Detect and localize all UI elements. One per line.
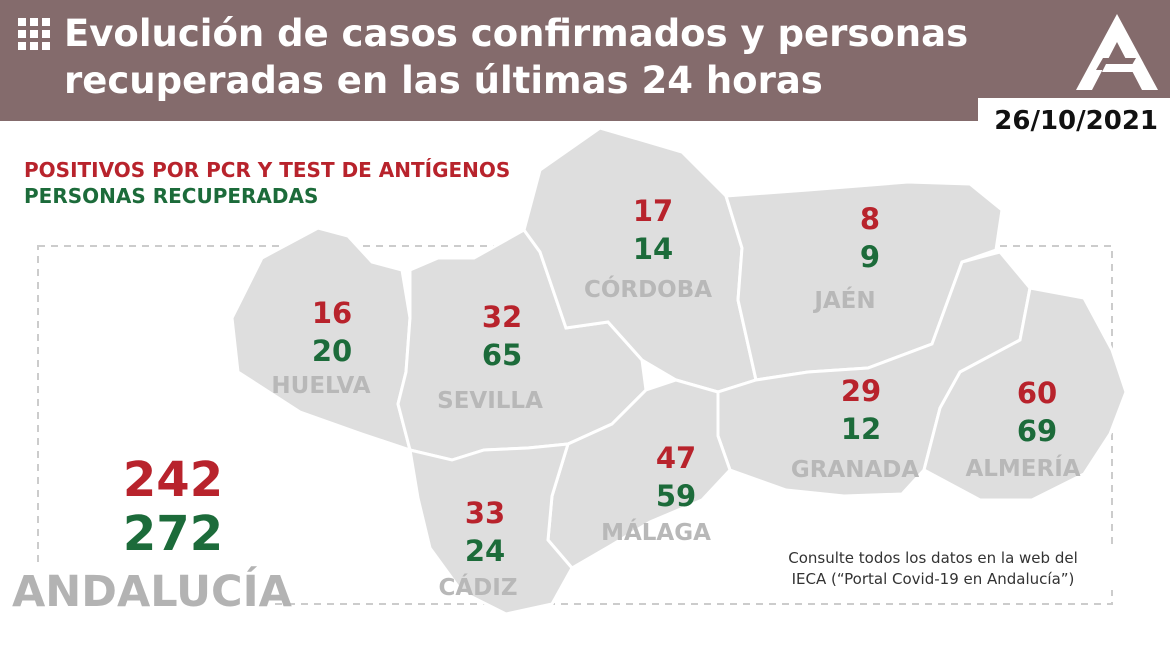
almeria-label: ALMERÍA	[965, 456, 1081, 482]
almeria-recovered: 69	[1016, 414, 1058, 448]
cordoba-positives: 17	[632, 194, 674, 228]
huelva-label: HUELVA	[271, 373, 371, 399]
malaga-recovered: 59	[655, 479, 697, 513]
cadiz-label: CÁDIZ	[438, 575, 518, 601]
huelva-positives: 16	[311, 296, 353, 330]
sevilla-positives: 32	[481, 300, 523, 334]
almeria-positives: 60	[1016, 376, 1058, 410]
sevilla-label: SEVILLA	[437, 388, 543, 414]
total-region-label: ANDALUCÍA	[12, 566, 292, 618]
total-positives: 242	[122, 452, 224, 508]
jaen-recovered: 9	[859, 240, 881, 274]
malaga-positives: 47	[655, 441, 697, 475]
source-note: Consulte todos los datos en la web del I…	[748, 548, 1118, 590]
cadiz-positives: 33	[464, 496, 506, 530]
source-note-line-1: Consulte todos los datos en la web del	[788, 549, 1078, 567]
region-cadiz	[408, 442, 574, 616]
page-title: Evolución de casos confirmados y persona…	[64, 10, 1024, 104]
granada-recovered: 12	[840, 412, 882, 446]
sevilla-recovered: 65	[481, 338, 523, 372]
source-note-line-2: IECA (“Portal Covid-19 en Andalucía”)	[791, 570, 1075, 588]
granada-positives: 29	[840, 374, 882, 408]
title-line-1: Evolución de casos confirmados y persona…	[64, 12, 969, 55]
cordoba-recovered: 14	[632, 232, 674, 266]
header-banner: Evolución de casos confirmados y persona…	[0, 0, 1170, 121]
granada-label: GRANADA	[790, 457, 920, 483]
junta-andalucia-logo-icon	[1076, 14, 1158, 90]
legend-positives: POSITIVOS POR PCR Y TEST DE ANTÍGENOS	[24, 158, 511, 182]
jaen-label: JAÉN	[814, 288, 876, 314]
title-line-2: recuperadas en las últimas 24 horas	[64, 59, 823, 102]
date-box: 26/10/2021	[978, 98, 1170, 144]
report-date: 26/10/2021	[994, 106, 1158, 136]
malaga-label: MÁLAGA	[601, 520, 711, 546]
legend-recovered: PERSONAS RECUPERADAS	[24, 184, 319, 208]
grid-menu-icon	[18, 18, 50, 50]
total-recovered: 272	[122, 506, 224, 562]
huelva-recovered: 20	[311, 334, 353, 368]
jaen-positives: 8	[859, 202, 881, 236]
region-almeria	[922, 286, 1128, 502]
cadiz-recovered: 24	[464, 534, 506, 568]
cordoba-label: CÓRDOBA	[583, 277, 713, 303]
